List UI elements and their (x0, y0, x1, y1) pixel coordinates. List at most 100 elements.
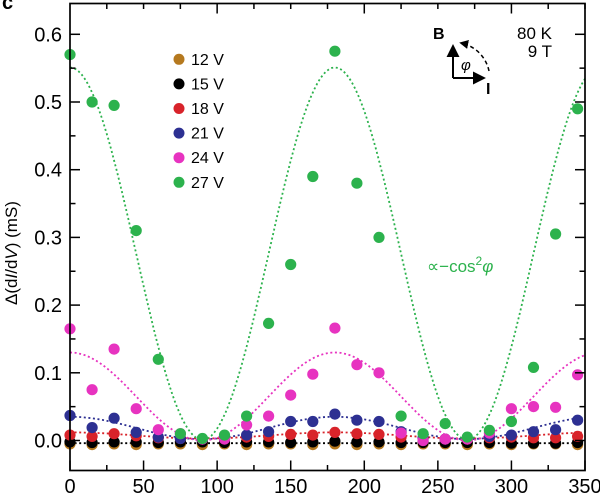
legend-marker (173, 127, 185, 139)
data-point-27-v (196, 432, 208, 445)
data-point-15-v (285, 436, 297, 449)
data-point-24-v (130, 403, 142, 415)
data-point-27-v (108, 99, 120, 111)
legend-label: 21 V (191, 126, 224, 143)
data-point-21-v (285, 415, 297, 428)
data-point-27-v (152, 353, 164, 365)
data-point-27-v (373, 231, 385, 243)
x-tick-label: 150 (274, 476, 307, 498)
field-orientation-inset: B I φ (433, 26, 490, 98)
data-point-18-v (572, 430, 584, 442)
y-tick-label: 0.6 (34, 24, 62, 46)
legend-label: 24 V (191, 150, 224, 167)
y-tick-label: 0.3 (34, 227, 62, 249)
data-point-21-v (241, 429, 253, 441)
data-point-27-v (417, 428, 429, 440)
legend-label: 27 V (191, 175, 224, 192)
i-label: I (486, 81, 490, 98)
legend-marker (173, 176, 185, 188)
legend-item-24-v: 24 V (173, 150, 224, 167)
plot-frame (69, 2, 586, 472)
data-point-24-v (307, 368, 319, 380)
panel-label: c (2, 0, 13, 14)
data-point-24-v (351, 359, 363, 371)
x-tick-label: 200 (348, 476, 381, 498)
data-point-21-v (351, 414, 363, 426)
data-point-27-v (241, 410, 253, 422)
data-point-24-v (152, 424, 164, 436)
legend-label: 15 V (191, 76, 224, 93)
data-point-27-v (439, 418, 451, 430)
x-tick-label: 0 (64, 476, 75, 498)
data-point-21-v (86, 422, 98, 434)
legend-item-27-v: 27 V (173, 175, 224, 192)
data-point-24-v (550, 401, 562, 413)
fit-curve-24-v (69, 351, 586, 442)
data-point-24-v (263, 410, 275, 422)
data-point-27-v (505, 415, 517, 428)
temperature-label: 80 K (517, 24, 553, 43)
data-point-15-v (329, 435, 341, 447)
data-point-24-v (285, 389, 297, 401)
data-point-24-v (439, 433, 451, 445)
data-point-21-v (572, 414, 584, 426)
data-point-27-v (329, 45, 341, 57)
x-tick-label: 300 (495, 476, 528, 498)
data-point-18-v (108, 428, 120, 440)
phi-label: φ (461, 57, 471, 74)
x-tick-label: 50 (132, 476, 154, 498)
legend-marker (173, 53, 185, 65)
data-point-24-v (527, 401, 540, 413)
data-point-18-v (329, 426, 341, 438)
legend: 12 V 15 V 18 V 21 V 24 V 27 V (173, 52, 224, 192)
data-point-21-v (550, 424, 562, 436)
legend-item-18-v: 18 V (173, 101, 224, 118)
legend-marker (173, 103, 185, 114)
data-point-15-v (108, 436, 120, 448)
data-point-18-v (550, 432, 562, 444)
legend-label: 18 V (191, 101, 224, 118)
data-point-18-v (351, 428, 363, 440)
legend-item-15-v: 15 V (173, 76, 224, 93)
data-point-27-v (174, 428, 186, 440)
data-point-27-v (307, 170, 319, 183)
data-point-27-v (550, 228, 562, 240)
x-tick-label: 350 (568, 476, 600, 498)
y-axis-label: Δ(dI/dV) (mS) (2, 201, 21, 305)
b-label: B (433, 26, 445, 43)
magnetic-field-label: 9 T (528, 42, 552, 61)
fit-annotation: ∝−cos2φ (427, 254, 493, 276)
data-point-24-v (329, 322, 341, 334)
y-tick-label: 0.4 (34, 160, 62, 182)
data-point-27-v (395, 410, 407, 422)
data-point-21-v (108, 412, 120, 424)
y-tick-label: 0.0 (34, 431, 62, 453)
y-tick-label: 0.2 (34, 295, 62, 317)
data-point-27-v (263, 317, 275, 329)
data-point-18-v (307, 429, 319, 441)
data-point-21-v (527, 426, 540, 438)
legend-marker (173, 152, 185, 164)
data-point-24-v (505, 403, 517, 415)
data-point-21-v (373, 415, 385, 428)
data-point-27-v (86, 96, 98, 108)
data-point-27-v (572, 103, 584, 115)
x-tick-label: 100 (200, 476, 233, 498)
data-point-27-v (483, 424, 495, 436)
y-tick-label: 0.5 (34, 92, 62, 114)
fit-curve-18-v (70, 431, 585, 440)
data-point-21-v (130, 426, 142, 438)
data-point-27-v (527, 361, 540, 373)
data-point-24-v (108, 343, 120, 355)
data-point-27-v (461, 431, 473, 443)
data-point-21-v (263, 426, 275, 438)
data-point-27-v (285, 258, 297, 271)
data-point-18-v (285, 428, 297, 440)
phi-rotation-arc (459, 40, 490, 72)
x-tick-label: 250 (421, 476, 454, 498)
data-point-27-v (130, 225, 142, 237)
data-point-18-v (373, 428, 385, 440)
